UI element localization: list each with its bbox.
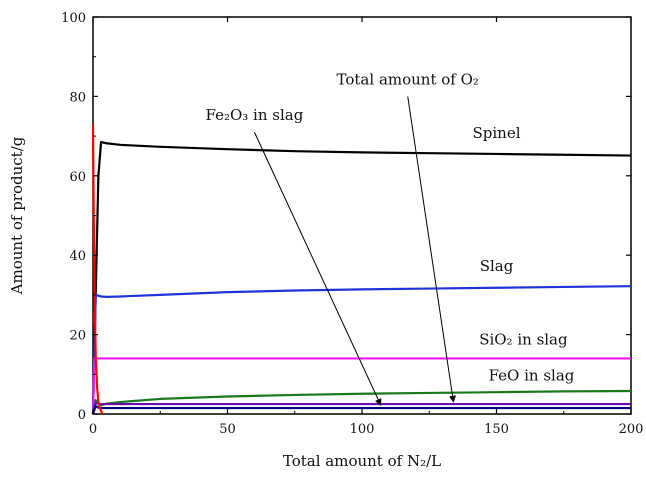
- y-tick-label: 60: [69, 170, 86, 185]
- series-line-spinel: [91, 140, 632, 415]
- annotation-label: Spinel: [472, 124, 520, 142]
- x-tick-label: 0: [89, 422, 97, 437]
- x-tick-label: 200: [619, 422, 644, 437]
- annotation-arrow-1: [253, 131, 382, 406]
- x-tick-label: 50: [219, 422, 236, 437]
- x-tick-label: 100: [350, 422, 375, 437]
- y-tick-label: 0: [78, 408, 86, 423]
- series-layer: [91, 124, 632, 415]
- series-line-fe-o-in-slag: [91, 401, 631, 415]
- y-tick-label: 100: [61, 11, 86, 26]
- series-line-red-curve: [91, 124, 104, 415]
- y-tick-label: 40: [69, 249, 86, 264]
- annotation-label: FeO in slag: [489, 366, 575, 384]
- axis-layer: 0 50 100 150 200 0 20 40 60 80 100: [61, 11, 643, 437]
- x-axis-title: Total amount of N₂/L: [283, 452, 441, 470]
- y-tick-label: 80: [69, 90, 86, 105]
- annotation-label: Total amount of O₂: [337, 70, 479, 88]
- y-axis-title: Amount of product/g: [8, 136, 26, 295]
- annotation-label: Slag: [480, 257, 514, 275]
- series-line-slag: [91, 285, 632, 415]
- annotation-label: SiO₂ in slag: [479, 331, 568, 349]
- y-tick-label: 20: [69, 329, 86, 344]
- series-line-sio-in-slag: [91, 357, 631, 415]
- annotation-arrow-2: [407, 96, 456, 403]
- series-line-total-amount-of-o: [91, 404, 631, 415]
- annotation-label: Fe₂O₃ in slag: [205, 106, 303, 124]
- annotation-layer: Spinel Slag SiO₂ in slag FeO in slag Fe₂O₃ i…: [205, 70, 575, 406]
- x-tick-label: 150: [484, 422, 509, 437]
